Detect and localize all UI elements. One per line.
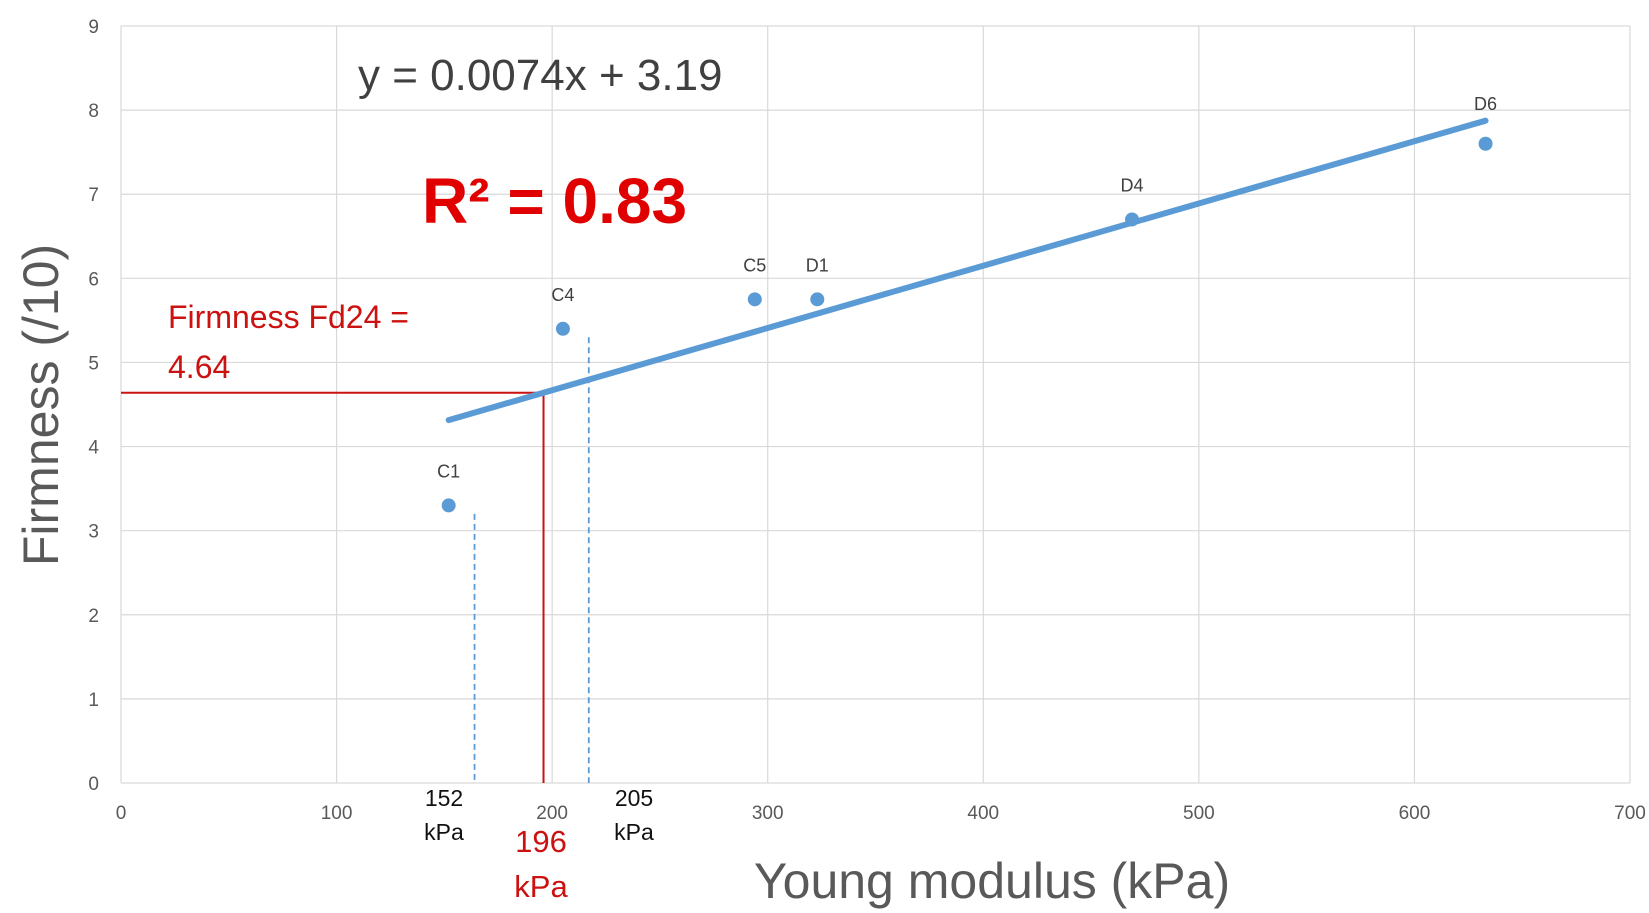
y-tick-label: 8 <box>88 101 99 122</box>
y-tick-label: 0 <box>88 774 99 795</box>
y-axis-title: Firmness (/10) <box>13 244 69 566</box>
data-point-label: C4 <box>551 285 574 305</box>
y-tick-label: 1 <box>88 690 99 711</box>
trendline <box>445 117 1489 424</box>
x-axis-title: Young modulus (kPa) <box>754 853 1230 909</box>
y-tick-label: 7 <box>88 185 99 206</box>
data-point-label: D4 <box>1121 175 1144 195</box>
right-x-value: 205 <box>615 785 653 811</box>
x-axis-ticks: 0 100 200 300 400 500 600 700 <box>116 803 1646 824</box>
trendline-group <box>445 117 1489 424</box>
x-tick-label: 200 <box>536 803 568 824</box>
data-point <box>810 292 825 307</box>
y-tick-label: 5 <box>88 353 99 374</box>
firmness-annotation-line2: 4.64 <box>168 349 230 385</box>
data-point-label: D6 <box>1474 94 1497 114</box>
data-point <box>441 498 456 513</box>
x-tick-label: 0 <box>116 803 127 824</box>
right-x-unit: kPa <box>614 819 654 845</box>
data-point-label: D1 <box>806 255 829 275</box>
gridlines <box>120 25 1631 784</box>
y-axis-ticks: 0 1 2 3 4 5 6 7 8 9 <box>88 17 99 795</box>
y-tick-label: 3 <box>88 522 99 543</box>
x-tick-label: 500 <box>1183 803 1215 824</box>
data-point-label: C5 <box>743 255 766 275</box>
data-point <box>1478 136 1493 151</box>
x-tick-label: 300 <box>752 803 784 824</box>
data-points: C1 C4 C5 D1 D4 D6 <box>437 94 1497 513</box>
x-tick-label: 400 <box>967 803 999 824</box>
y-tick-label: 6 <box>88 269 99 290</box>
red-x-value: 196 <box>515 824 567 859</box>
left-x-unit: kPa <box>424 819 464 845</box>
data-point <box>1125 212 1140 227</box>
y-tick-label: 9 <box>88 17 99 38</box>
y-tick-label: 2 <box>88 606 99 627</box>
r-squared-label: R² = 0.83 <box>422 165 687 237</box>
x-tick-label: 600 <box>1399 803 1431 824</box>
trendline-equation: y = 0.0074x + 3.19 <box>358 51 723 100</box>
left-x-value: 152 <box>425 785 463 811</box>
data-point-label: C1 <box>437 461 460 481</box>
x-tick-label: 100 <box>321 803 353 824</box>
y-tick-label: 4 <box>88 438 99 459</box>
data-point <box>555 321 570 336</box>
data-point <box>747 292 762 307</box>
firmness-annotation-line1: Firmness Fd24 = <box>168 299 409 335</box>
annotation-guides <box>121 337 590 783</box>
red-x-unit: kPa <box>514 869 568 904</box>
x-tick-label: 700 <box>1614 803 1646 824</box>
